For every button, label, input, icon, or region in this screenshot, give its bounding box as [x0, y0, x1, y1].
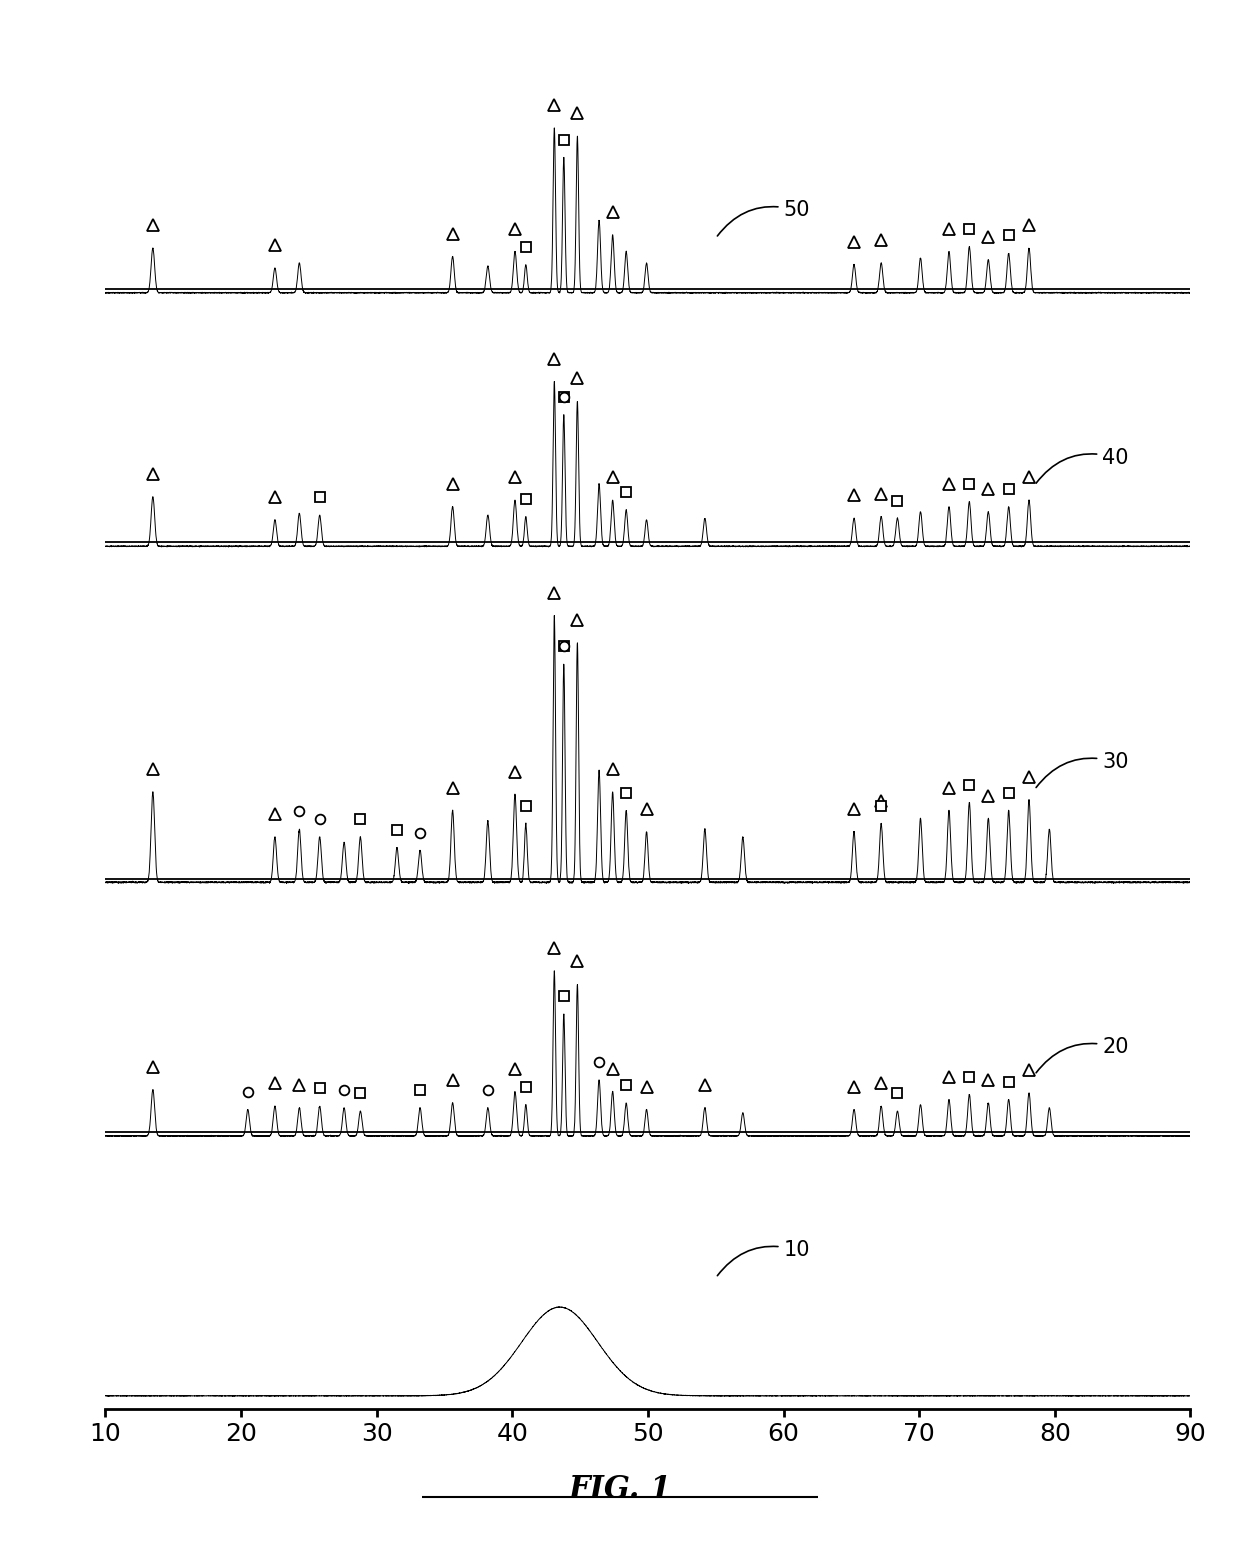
Text: 40: 40 — [1037, 448, 1128, 484]
Text: FIG. 1: FIG. 1 — [568, 1474, 672, 1506]
Text: 10: 10 — [718, 1239, 810, 1275]
Text: 30: 30 — [1037, 751, 1128, 787]
Text: 20: 20 — [1037, 1038, 1128, 1072]
Text: 50: 50 — [718, 200, 810, 236]
